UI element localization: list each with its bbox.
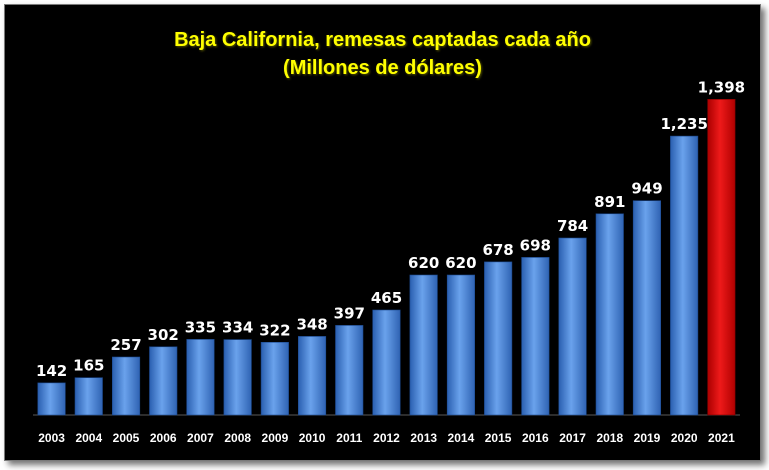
bar-2006 — [149, 346, 178, 416]
value-labels-group: 142 165 257 302 335 334 322 348 397 465 620 620 678 6… — [36, 78, 745, 380]
x-tick-label-2020: 2020 — [671, 431, 698, 445]
bar-2021 — [707, 99, 736, 416]
bar-2010 — [297, 336, 327, 416]
x-tick-label-2015: 2015 — [485, 431, 512, 445]
value-label-2008: 334 — [222, 319, 253, 337]
chart-subtitle: (Millones de dólares) — [283, 57, 482, 79]
value-label-2013: 620 — [408, 254, 439, 272]
x-tick-label-2017: 2017 — [559, 431, 586, 445]
x-tick-label-2010: 2010 — [299, 431, 326, 445]
bar-2011 — [335, 325, 364, 416]
x-tick-label-2012: 2012 — [373, 431, 400, 445]
bar-chart: 142 165 257 302 335 334 322 348 397 465 620 620 678 6… — [33, 78, 745, 445]
value-label-2012: 465 — [371, 289, 402, 307]
bar-2004 — [74, 377, 103, 416]
x-tick-label-2005: 2005 — [113, 431, 140, 445]
x-tick-label-2019: 2019 — [634, 431, 661, 445]
value-label-2005: 257 — [110, 336, 141, 354]
bar-2013 — [409, 274, 438, 416]
x-tick-label-2009: 2009 — [262, 431, 289, 445]
value-label-2019: 949 — [631, 180, 662, 198]
value-label-2015: 678 — [482, 241, 513, 259]
bar-2012 — [372, 309, 401, 416]
value-label-2004: 165 — [73, 357, 104, 375]
value-label-2016: 698 — [520, 236, 551, 254]
x-tick-labels-group: 2003 2004 2005 2006 2007 2008 2009 2010 2011 2012… — [38, 431, 735, 445]
bar-2009 — [260, 341, 289, 416]
x-tick-label-2018: 2018 — [596, 431, 623, 445]
value-label-2011: 397 — [334, 304, 365, 322]
bar-2015 — [484, 261, 513, 416]
value-label-2017: 784 — [557, 217, 588, 235]
x-tick-label-2007: 2007 — [187, 431, 214, 445]
value-label-2014: 620 — [445, 254, 476, 272]
value-label-2003: 142 — [36, 362, 67, 380]
bar-2014 — [446, 274, 476, 416]
value-label-2010: 348 — [296, 315, 327, 333]
bar-2017 — [558, 237, 587, 416]
x-tick-label-2004: 2004 — [75, 431, 102, 445]
value-label-2021: 1,398 — [698, 78, 745, 96]
x-tick-label-2014: 2014 — [448, 431, 475, 445]
value-label-2020: 1,235 — [660, 115, 707, 133]
chart-title: Baja California, remesas captadas cada a… — [174, 29, 591, 51]
x-tick-label-2021: 2021 — [708, 431, 735, 445]
value-label-2009: 322 — [259, 321, 290, 339]
bar-2008 — [223, 339, 252, 416]
x-tick-label-2006: 2006 — [150, 431, 177, 445]
x-tick-label-2016: 2016 — [522, 431, 549, 445]
x-tick-label-2013: 2013 — [410, 431, 437, 445]
x-tick-label-2011: 2011 — [336, 431, 362, 445]
x-tick-label-2003: 2003 — [38, 431, 65, 445]
value-label-2018: 891 — [594, 193, 625, 211]
bar-2018 — [595, 213, 624, 416]
bar-2007 — [186, 339, 215, 416]
chart-frame: Baja California, remesas captadas cada a… — [4, 4, 761, 461]
bar-2020 — [670, 135, 699, 416]
bar-2016 — [521, 257, 550, 416]
x-tick-label-2008: 2008 — [224, 431, 251, 445]
bar-2003 — [37, 382, 66, 416]
bar-2005 — [112, 356, 141, 416]
bar-2019 — [632, 200, 662, 416]
value-label-2006: 302 — [148, 326, 179, 344]
bars-group — [37, 99, 736, 416]
value-label-2007: 335 — [185, 318, 216, 336]
